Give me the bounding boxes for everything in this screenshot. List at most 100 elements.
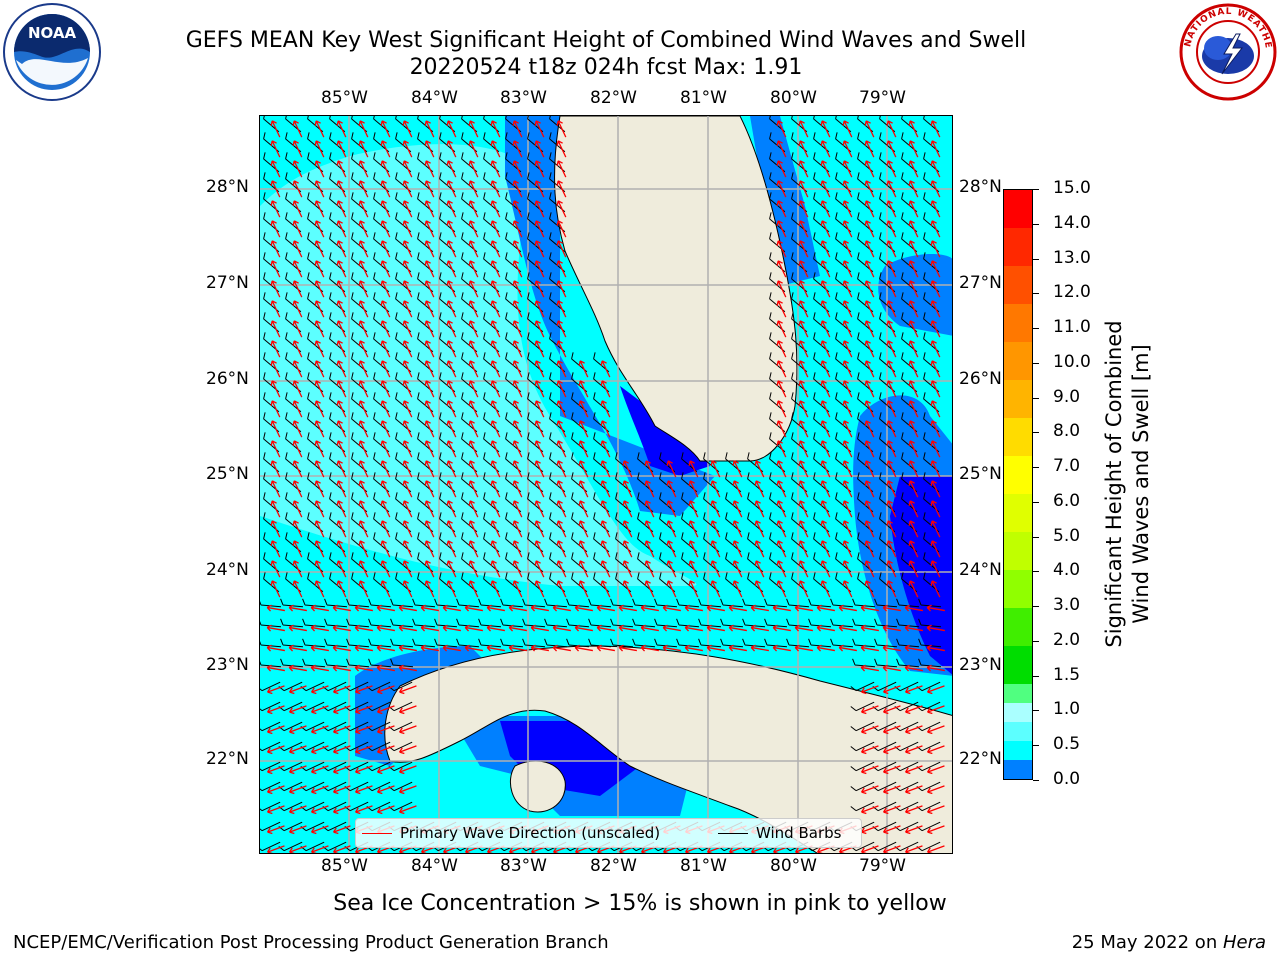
wind-barb-shaft xyxy=(260,721,281,732)
wave-arrow-shaft xyxy=(424,220,435,238)
wave-arrow-shaft xyxy=(776,380,787,398)
wave-arrow xyxy=(556,440,567,458)
wave-arrow-shaft xyxy=(860,725,879,735)
wind-barb xyxy=(260,741,281,752)
wave-arrow xyxy=(842,140,853,158)
wave-arrow xyxy=(838,644,857,652)
wave-arrow xyxy=(358,560,369,578)
wave-arrow xyxy=(860,624,879,632)
wave-arrow-shaft xyxy=(556,180,567,198)
wave-arrow-shaft xyxy=(270,420,281,438)
wave-arrow-shaft xyxy=(512,560,523,578)
wave-arrow-shaft xyxy=(820,280,831,298)
wave-arrow xyxy=(908,260,919,278)
colorbar-segment xyxy=(1004,456,1032,494)
wave-arrow-shaft xyxy=(754,480,765,498)
wave-arrow-shaft xyxy=(864,520,875,538)
wave-arrow-shaft xyxy=(644,520,655,538)
wave-arrow xyxy=(864,580,875,598)
wave-arrow-shaft xyxy=(380,560,391,578)
wave-arrow-shaft xyxy=(402,420,413,438)
wave-arrow xyxy=(798,540,809,558)
wave-arrow-shaft xyxy=(358,260,369,278)
wind-barb xyxy=(850,741,875,752)
wave-arrow-shaft xyxy=(926,785,945,795)
wave-arrow xyxy=(270,220,281,238)
wave-arrow-shaft xyxy=(860,685,879,695)
wave-arrow-shaft xyxy=(886,400,897,418)
wave-arrow xyxy=(468,240,479,258)
wave-arrow xyxy=(270,460,281,478)
wave-arrow xyxy=(754,560,765,578)
wave-arrow xyxy=(424,320,435,338)
wave-arrow xyxy=(446,520,457,538)
wave-arrow xyxy=(908,240,919,258)
wave-arrow-shaft xyxy=(926,604,945,612)
wave-arrow-shaft xyxy=(376,664,395,672)
wave-arrow xyxy=(446,360,457,378)
wave-arrow-shaft xyxy=(886,180,897,198)
wave-arrow-shaft xyxy=(842,520,853,538)
wave-arrow xyxy=(600,480,611,498)
wave-arrow-shaft xyxy=(798,580,809,598)
wave-arrow xyxy=(776,140,787,158)
wave-arrow xyxy=(710,520,721,538)
colorbar-segment xyxy=(1004,342,1032,380)
wave-contour-0.5-1.0-eastfl xyxy=(750,116,820,286)
wave-arrow xyxy=(332,624,351,632)
wave-arrow xyxy=(292,580,303,598)
wave-arrow xyxy=(468,180,479,198)
wave-arrow-shaft xyxy=(578,500,589,518)
colorbar-segment xyxy=(1004,646,1032,684)
wave-arrow-shaft xyxy=(556,220,567,238)
wave-arrow-shaft xyxy=(358,240,369,258)
wave-arrow xyxy=(468,360,479,378)
wave-arrow-shaft xyxy=(446,120,457,138)
wave-arrow-shaft xyxy=(926,725,945,735)
wave-arrow xyxy=(468,440,479,458)
wave-arrow-shaft xyxy=(794,624,813,632)
wave-arrow xyxy=(820,460,831,478)
chart-subtitle: 20220524 t18z 024h fcst Max: 1.91 xyxy=(409,55,803,80)
wave-arrow xyxy=(332,745,351,755)
wave-arrow-shaft xyxy=(864,560,875,578)
wave-arrow-shaft xyxy=(600,440,611,458)
wave-arrow xyxy=(798,320,809,338)
wave-arrow xyxy=(336,360,347,378)
wave-arrow xyxy=(270,360,281,378)
wave-arrow xyxy=(798,500,809,518)
wave-arrow xyxy=(908,300,919,318)
wave-arrow xyxy=(490,140,501,158)
colorbar-segment xyxy=(1004,608,1032,646)
wave-arrow-shaft xyxy=(926,624,945,632)
colorbar-tick-label: 8.0 xyxy=(1053,421,1081,442)
wave-arrow-shaft xyxy=(600,520,611,538)
wave-arrow xyxy=(864,300,875,318)
wave-arrow-shaft xyxy=(930,340,941,358)
wave-arrow-shaft xyxy=(490,460,501,478)
wave-arrow-shaft xyxy=(842,340,853,358)
wave-arrow-shaft xyxy=(398,604,417,612)
wave-arrow-shaft xyxy=(886,420,897,438)
wave-arrow-shaft xyxy=(380,480,391,498)
wind-barb-shaft xyxy=(260,821,281,832)
wave-arrow xyxy=(446,240,457,258)
wave-arrow xyxy=(556,160,567,178)
wave-arrow-shaft xyxy=(512,140,523,158)
wave-arrow-shaft xyxy=(358,220,369,238)
wave-arrow-shaft xyxy=(380,400,391,418)
wave-arrow-shaft xyxy=(358,460,369,478)
wave-arrow-shaft xyxy=(332,664,351,672)
wave-arrow xyxy=(446,220,457,238)
wave-arrow xyxy=(420,624,439,632)
wave-arrow xyxy=(490,360,501,378)
wave-arrow-shaft xyxy=(754,500,765,518)
wave-arrow xyxy=(578,460,589,478)
wave-arrow xyxy=(270,480,281,498)
wave-arrow-shaft xyxy=(534,500,545,518)
wave-arrow xyxy=(314,380,325,398)
wave-arrow-shaft xyxy=(600,400,611,418)
wave-arrow-shaft xyxy=(798,400,809,418)
wave-arrow-shaft xyxy=(380,540,391,558)
wave-arrow xyxy=(534,180,545,198)
